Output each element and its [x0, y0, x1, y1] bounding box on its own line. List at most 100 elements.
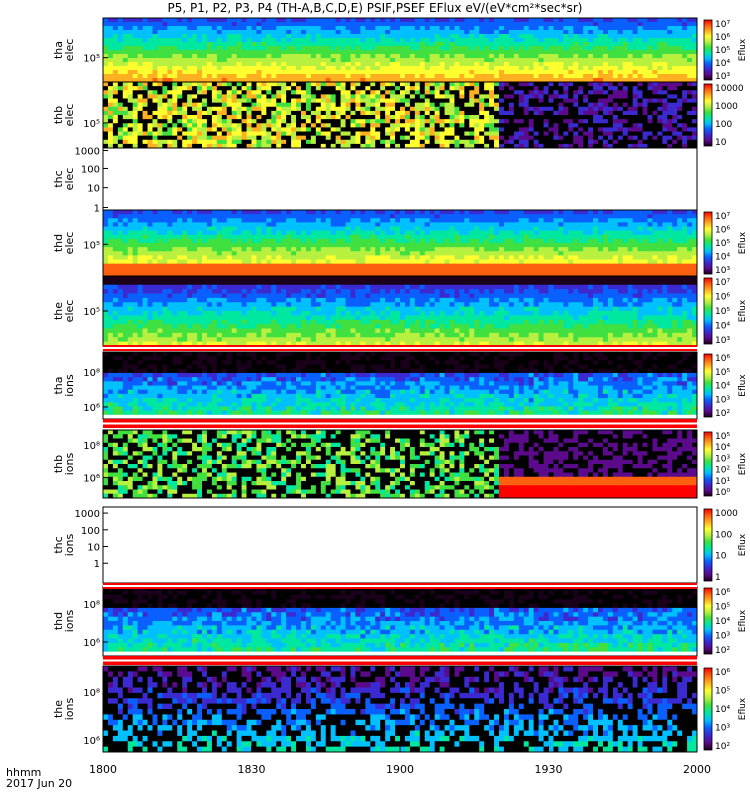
colorbar-tick: 10⁴: [715, 382, 730, 392]
colorbar-tick: 100: [715, 120, 732, 130]
colorbar-tick: 10000: [715, 84, 744, 94]
heatmap-tha-elec: [103, 18, 697, 82]
x-tick-label: 1830: [238, 763, 266, 776]
colorbar: [703, 19, 713, 81]
y-tick-label: 1000: [75, 509, 100, 520]
y-tick-label: 100: [81, 164, 100, 175]
colorbar-tick: 10²: [715, 409, 730, 419]
heatmap-thb-ions: [103, 430, 697, 498]
colorbar-tick: 10: [715, 138, 727, 148]
colorbar: [703, 508, 713, 582]
colorbar-tick: 10²: [715, 466, 730, 476]
y-tick-label: 10⁵: [83, 307, 100, 318]
colorbar-tick: 10⁴: [715, 443, 730, 453]
colorbar-tick: 10⁶: [715, 588, 730, 598]
colorbar-tick: 10³: [715, 395, 730, 405]
colorbar-tick: 10⁵: [715, 368, 730, 378]
colorbar: [703, 277, 713, 345]
colorbar-tick: 1000: [715, 509, 738, 519]
colorbar-tick: 10⁴: [715, 253, 730, 263]
y-axis-label: ions: [63, 609, 76, 632]
colorbar-label: Eflux: [738, 38, 748, 61]
heatmap-thd-elec: [103, 210, 697, 276]
colorbar-tick: 10⁶: [715, 33, 730, 43]
y-axis-label: tha: [52, 41, 65, 59]
x-tick-label: 1800: [89, 763, 117, 776]
y-tick-label: 10⁶: [83, 638, 100, 649]
heatmap-the-elec: [103, 276, 697, 346]
colorbar-tick: 10⁷: [715, 278, 730, 288]
colorbar: [703, 431, 713, 497]
y-tick-label: 100: [81, 526, 100, 537]
panel-frame: [102, 429, 698, 499]
colorbar-tick: 10⁴: [715, 59, 730, 69]
colorbar-tick: 10⁴: [715, 322, 730, 332]
colorbar-tick: 10³: [715, 336, 730, 346]
x-tick-label: 1930: [535, 763, 563, 776]
y-tick-label: 10⁵: [83, 240, 100, 251]
y-tick-label: 10⁸: [83, 368, 100, 379]
colorbar-tick: 10⁶: [715, 293, 730, 303]
colorbar-tick: 10⁶: [715, 226, 730, 236]
colorbar-tick: 10⁶: [715, 668, 730, 678]
colorbar-tick: 10⁵: [715, 432, 730, 442]
colorbar-label: Eflux: [738, 299, 748, 322]
x-tick-label: 1900: [386, 763, 414, 776]
colorbar-tick: 10⁵: [715, 239, 730, 249]
colorbar-label: Eflux: [738, 533, 748, 556]
colorbar-tick: 10⁷: [715, 212, 730, 222]
colorbar: [703, 83, 713, 147]
y-tick-label: 10⁶: [83, 403, 100, 414]
y-axis-label: the: [52, 302, 65, 320]
colorbar-label: Eflux: [738, 697, 748, 720]
y-tick-label: 10⁶: [83, 474, 100, 485]
colorbar-tick: 10⁵: [715, 603, 730, 613]
y-axis-label: elec: [63, 39, 76, 62]
plot-title: P5, P1, P2, P3, P4 (TH-A,B,C,D,E) PSIF,P…: [167, 1, 583, 15]
colorbar: [703, 211, 713, 275]
colorbar-tick: 10⁶: [715, 354, 730, 364]
colorbar-tick: 10¹: [715, 477, 730, 487]
colorbar-tick: 10²: [715, 646, 730, 656]
colorbar-label: Eflux: [738, 609, 748, 632]
y-axis-label: ions: [63, 697, 76, 720]
colorbar-tick: 10³: [715, 266, 730, 276]
colorbar-tick: 10²: [715, 742, 730, 752]
y-axis-label: thd: [52, 234, 65, 252]
y-axis-label: thc: [52, 536, 65, 553]
y-axis-label: elec: [63, 300, 76, 323]
y-tick-label: 10⁸: [83, 600, 100, 611]
y-axis-label: thd: [52, 612, 65, 630]
y-tick-label: 10⁸: [83, 688, 100, 699]
heatmap-the-ions: [103, 666, 697, 752]
y-axis-label: elec: [63, 104, 76, 127]
y-tick-label: 10: [87, 543, 100, 554]
colorbar-tick: 10⁵: [715, 687, 730, 697]
y-tick-label: 1: [94, 204, 100, 215]
colorbar-label: Eflux: [738, 231, 748, 254]
y-axis-label: elec: [63, 232, 76, 255]
y-axis-label: the: [52, 700, 65, 718]
heatmap-thb-elec: [103, 82, 697, 148]
y-axis-label: thb: [52, 455, 65, 473]
y-axis-label: ions: [63, 533, 76, 556]
time-axis-label: hhmm: [6, 766, 42, 779]
y-axis-label: ions: [63, 374, 76, 397]
date-label: 2017 Jun 20: [6, 777, 73, 790]
colorbar-tick: 1: [715, 573, 721, 583]
colorbar-tick: 100: [715, 530, 732, 540]
colorbar-tick: 10⁴: [715, 705, 730, 715]
colorbar-tick: 10: [715, 552, 727, 562]
colorbar-tick: 10³: [715, 454, 730, 464]
colorbar-tick: 10⁷: [715, 20, 730, 30]
colorbar-label: Eflux: [738, 452, 748, 475]
colorbar-tick: 10⁵: [715, 307, 730, 317]
